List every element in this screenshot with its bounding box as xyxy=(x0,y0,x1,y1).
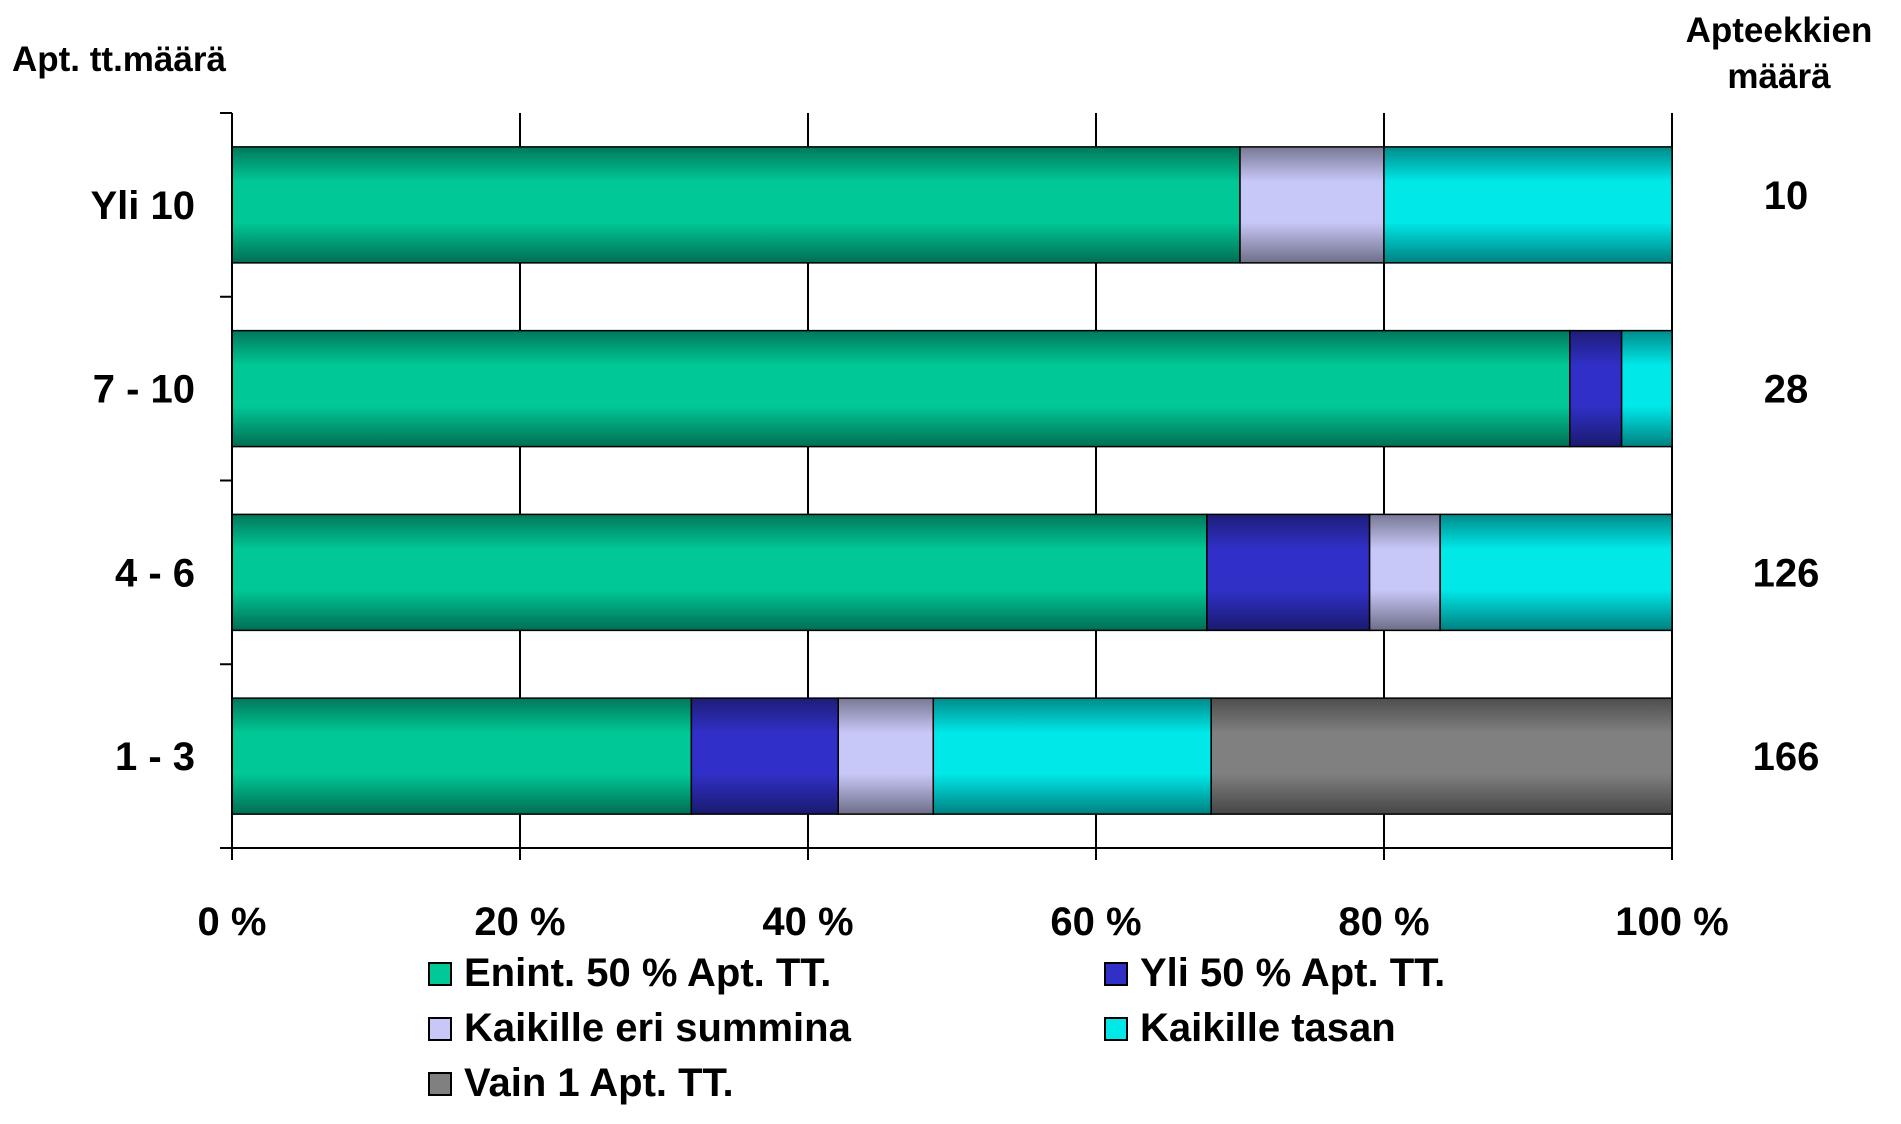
count-column-title-line-2: määrä xyxy=(1727,57,1831,96)
x-tick-label: 100 % xyxy=(1615,900,1728,944)
x-tick-label: 80 % xyxy=(1338,900,1429,944)
label-layer: Yli 10 10 7 - 10 28 4 - 6 126 1 - 3 166 0 % 20 % 4… xyxy=(90,174,1819,944)
bar-segment xyxy=(837,697,935,815)
x-tick-label: 40 % xyxy=(762,900,853,944)
category-label: 4 - 6 xyxy=(115,551,195,595)
bar-segment xyxy=(1383,146,1673,264)
bar-segment xyxy=(1206,513,1371,632)
count-label: 10 xyxy=(1764,174,1809,218)
bar-segment xyxy=(231,329,1571,448)
bar-segment xyxy=(1569,329,1623,448)
x-tick-label: 60 % xyxy=(1050,900,1141,944)
bar-segment xyxy=(1210,697,1673,815)
x-tick-label: 20 % xyxy=(474,900,565,944)
count-column-title: Apteekkien määrä xyxy=(1659,8,1899,100)
category-label: 1 - 3 xyxy=(115,735,195,779)
count-label: 126 xyxy=(1753,551,1820,595)
bar-segment xyxy=(1620,329,1673,448)
bar-segment xyxy=(1439,513,1673,632)
bar-segment xyxy=(1239,146,1385,264)
count-column-title-line-1: Apteekkien xyxy=(1685,11,1873,50)
y-axis-title: Apt. tt.määrä xyxy=(12,40,226,79)
category-label: Yli 10 xyxy=(90,184,195,228)
count-label: 28 xyxy=(1764,368,1809,412)
bar-segment xyxy=(690,697,839,815)
bar-segment xyxy=(231,697,693,815)
bar-segment xyxy=(1368,513,1441,632)
bar-segment xyxy=(932,697,1212,815)
bar-segment xyxy=(231,513,1208,632)
bar-segment xyxy=(231,146,1241,264)
x-tick-label: 0 % xyxy=(198,900,267,944)
category-label: 7 - 10 xyxy=(93,368,195,412)
count-label: 166 xyxy=(1753,735,1820,779)
axis-layer xyxy=(220,112,1673,860)
bar-layer xyxy=(231,146,1673,815)
